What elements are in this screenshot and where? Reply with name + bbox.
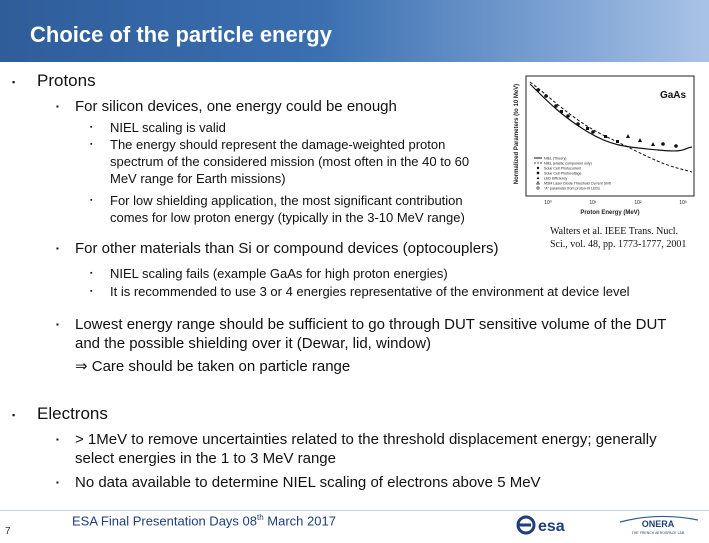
other-item: For other materials than Si or compound … xyxy=(75,240,499,257)
figure-caption: Walters et al. IEEE Trans. Nucl. Sci., v… xyxy=(550,225,686,251)
svg-text:10³: 10³ xyxy=(679,200,687,206)
bullet-icon: ▪ xyxy=(12,410,16,420)
footer-text-main: ESA Final Presentation Days 08 xyxy=(72,513,257,529)
caption-line: Sci., vol. 48, pp. 1773-1777, 2001 xyxy=(550,239,687,250)
niel-plot: Normalized Parameters (to 10 MeV) GaAs N… xyxy=(514,75,695,216)
svg-text:Solar Cell Photovoltage: Solar Cell Photovoltage xyxy=(544,171,582,175)
esa-logo: esa xyxy=(514,510,606,538)
footer-text: ESA Final Presentation Days 08th March 2… xyxy=(72,513,336,528)
silicon-point: MeV range for Earth missions) xyxy=(110,171,286,186)
electron-item-cont: select energies in the 1 to 3 MeV range xyxy=(75,450,336,467)
bullet-icon: ▪ xyxy=(56,320,59,329)
svg-text:Solar Cell Photocurrent: Solar Cell Photocurrent xyxy=(544,166,581,170)
lowest-item: Lowest energy range should be sufficient… xyxy=(75,316,667,333)
electrons-heading: Electrons xyxy=(37,404,108,423)
svg-text:ONERA: ONERA xyxy=(642,519,675,529)
footer-text-end: March 2017 xyxy=(263,513,336,529)
protons-heading: Protons xyxy=(37,71,96,90)
silicon-point: comes for low proton energy (typically i… xyxy=(110,210,465,225)
slide-title: Choice of the particle energy xyxy=(30,22,332,47)
niel-theory-curve xyxy=(529,83,693,152)
electron-item: No data available to determine NIEL scal… xyxy=(75,474,541,491)
svg-text:10⁰: 10⁰ xyxy=(544,200,552,206)
electron-item: > 1MeV to remove uncertainties related t… xyxy=(75,431,657,448)
bullet-icon: ▪ xyxy=(56,478,59,487)
onera-logo: ONERA THE FRENCH AEROSPACE LAB xyxy=(612,510,704,538)
figure-ylabel: Normalized Parameters (to 10 MeV) xyxy=(514,84,520,184)
lowest-item-cont: and the possible shielding over it (Dewa… xyxy=(75,335,432,352)
figure-legend: NIEL (Theory) NIEL (elastic component on… xyxy=(534,156,611,190)
bullet-icon: ▪ xyxy=(56,102,59,111)
svg-text:10¹: 10¹ xyxy=(589,200,597,206)
svg-text:NIEL (Theory): NIEL (Theory) xyxy=(544,156,566,160)
svg-text:NIEL (elastic component only): NIEL (elastic component only) xyxy=(544,161,592,165)
silicon-point: The energy should represent the damage-w… xyxy=(110,137,446,152)
svg-text:MSM Laser Diode Threshold Curr: MSM Laser Diode Threshold Current Shift xyxy=(544,181,611,185)
esa-logo-icon: esa xyxy=(516,515,565,535)
silicon-item: For silicon devices, one energy could be… xyxy=(75,98,397,115)
onera-logo-icon: ONERA THE FRENCH AEROSPACE LAB xyxy=(619,515,699,535)
bullet-icon: ▪ xyxy=(90,197,93,204)
other-point: NIEL scaling fails (example GaAs for hig… xyxy=(110,266,448,281)
svg-text:10²: 10² xyxy=(634,200,642,206)
title-bar: Choice of the particle energy xyxy=(0,0,709,62)
svg-text:THE FRENCH AEROSPACE LAB: THE FRENCH AEROSPACE LAB xyxy=(632,531,685,535)
silicon-point: For low shielding application, the most … xyxy=(110,193,463,208)
page-number: 7 xyxy=(5,526,11,537)
silicon-point: spectrum of the considered mission (most… xyxy=(110,154,470,169)
bullet-icon: ▪ xyxy=(90,270,93,277)
svg-text:esa: esa xyxy=(538,518,565,535)
data-points xyxy=(536,88,678,148)
caption-line: Walters et al. IEEE Trans. Nucl. xyxy=(550,226,679,237)
lowest-conclusion: ⇒ Care should be taken on particle range xyxy=(75,358,351,375)
niel-figure: Normalized Parameters (to 10 MeV) GaAs N… xyxy=(508,72,698,222)
figure-xlabel: Proton Energy (MeV) xyxy=(580,210,639,216)
other-point: It is recommended to use 3 or 4 energies… xyxy=(110,284,630,299)
bullet-icon: ▪ xyxy=(56,244,59,253)
footer-divider xyxy=(0,510,709,511)
bullet-icon: ▪ xyxy=(90,288,93,295)
figure-x-ticks: 10⁰ 10¹ 10² 10³ xyxy=(544,200,687,206)
bullet-icon: ▪ xyxy=(12,77,16,87)
bullet-icon: ▪ xyxy=(90,124,93,131)
figure-material-label: GaAs xyxy=(660,90,687,101)
bullet-icon: ▪ xyxy=(56,435,59,444)
bullet-icon: ▪ xyxy=(90,141,93,148)
silicon-point: NIEL scaling is valid xyxy=(110,120,226,135)
svg-text:"A" parameter from proton-irr: "A" parameter from proton-irr LEDs xyxy=(544,186,600,190)
footer-text-sup: th xyxy=(257,513,264,522)
svg-text:LED Efficiency: LED Efficiency xyxy=(544,176,568,180)
